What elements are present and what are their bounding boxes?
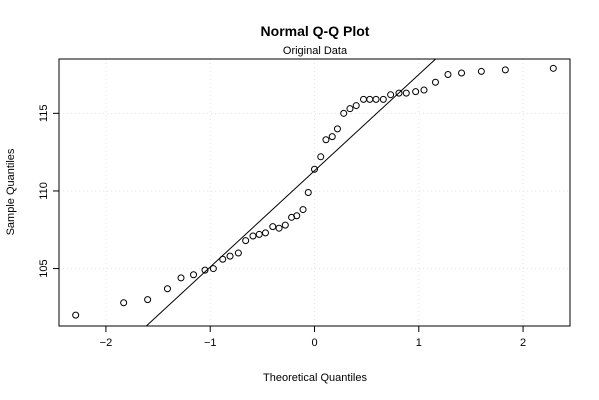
reference-line-group <box>145 58 436 327</box>
data-point-21 <box>304 189 312 196</box>
grid <box>59 59 570 326</box>
data-point-3 <box>163 285 171 293</box>
data-point-37 <box>412 88 420 96</box>
data-point-11 <box>242 237 250 245</box>
y-axis-label: Sample Quantiles <box>5 148 17 235</box>
data-point-40 <box>444 71 452 79</box>
data-point-9 <box>226 252 234 260</box>
data-point-19 <box>293 212 301 220</box>
data-point-24 <box>322 136 330 144</box>
data-point-8 <box>219 255 227 263</box>
data-point-20 <box>299 206 307 214</box>
chart-subtitle: Original Data <box>283 45 348 57</box>
data-point-2 <box>144 296 152 304</box>
data-point-34 <box>387 91 395 99</box>
axes: −2 −1 0 1 2 105 110 115 <box>38 105 526 349</box>
data-point-28 <box>346 105 354 113</box>
data-point-26 <box>333 125 341 133</box>
data-point-16 <box>275 224 283 232</box>
y-tick-label-0: 105 <box>38 259 50 277</box>
data-point-38 <box>420 86 428 94</box>
plot-frame <box>58 58 571 327</box>
data-point-42 <box>477 67 485 75</box>
data-point-43 <box>501 66 509 74</box>
reference-line <box>145 58 436 327</box>
data-point-23 <box>317 153 325 161</box>
x-tick-label-4: 2 <box>520 337 526 349</box>
data-point-13 <box>255 230 263 238</box>
data-point-22 <box>311 165 318 173</box>
x-axis-label: Theoretical Quantiles <box>263 372 367 384</box>
data-point-33 <box>379 95 387 103</box>
points-group <box>72 64 557 319</box>
chart-title: Normal Q-Q Plot <box>261 23 370 39</box>
data-point-32 <box>372 95 380 103</box>
data-point-39 <box>431 78 439 86</box>
data-point-1 <box>120 299 128 307</box>
data-point-7 <box>209 265 217 273</box>
data-point-12 <box>249 232 257 240</box>
x-tick-label-2: 0 <box>311 337 317 349</box>
data-point-35 <box>395 89 403 97</box>
data-point-41 <box>458 69 466 77</box>
x-tick-label-3: 1 <box>416 337 422 349</box>
y-tick-label-1: 110 <box>38 182 50 200</box>
data-point-4 <box>177 274 185 282</box>
data-point-14 <box>261 229 269 237</box>
data-point-44 <box>549 64 557 72</box>
data-point-27 <box>340 109 348 117</box>
data-point-36 <box>402 89 410 97</box>
data-point-29 <box>352 102 360 110</box>
data-point-15 <box>269 223 277 231</box>
data-point-17 <box>281 221 289 229</box>
data-point-25 <box>328 133 336 141</box>
x-tick-label-1: −1 <box>204 337 217 349</box>
data-point-5 <box>190 271 198 279</box>
x-tick-label-0: −2 <box>100 337 113 349</box>
data-point-31 <box>366 95 374 103</box>
data-point-30 <box>360 95 368 103</box>
y-tick-label-2: 115 <box>38 105 50 123</box>
data-point-6 <box>201 266 209 274</box>
data-point-10 <box>234 249 242 257</box>
data-point-0 <box>72 311 80 319</box>
